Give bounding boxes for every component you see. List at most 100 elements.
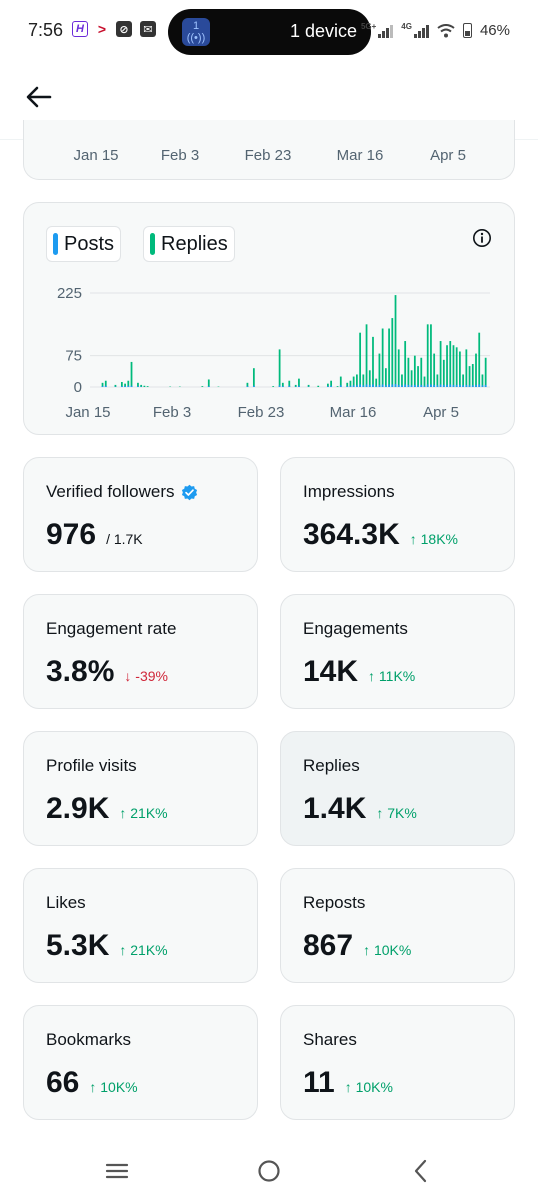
replies-bar: [475, 353, 477, 387]
posts-bar: [430, 384, 432, 387]
legend-posts[interactable]: Posts: [46, 226, 122, 262]
posts-bar: [130, 385, 133, 387]
posts-bar: [433, 384, 436, 387]
system-icons: 5G+ 4G 46%: [361, 22, 510, 39]
replies-bar: [481, 374, 484, 387]
replies-bar: [298, 378, 300, 387]
stat-value-row: 66 ↑ 10K%: [46, 1066, 138, 1100]
stat-card-reposts[interactable]: Reposts 867 ↑ 10K%: [280, 868, 515, 983]
posts-bar: [327, 386, 329, 387]
stat-card-engagement-rate[interactable]: Engagement rate 3.8% ↓ -39%: [23, 594, 258, 709]
stat-card-engagements[interactable]: Engagements 14K ↑ 11K%: [280, 594, 515, 709]
replies-bar: [120, 381, 123, 387]
replies-bar: [137, 382, 139, 387]
info-icon[interactable]: [472, 228, 492, 248]
stat-delta: ↑ 10K%: [344, 1079, 393, 1095]
posts-bar: [378, 384, 381, 387]
battery-percent: 46%: [479, 22, 510, 39]
stat-card-shares[interactable]: Shares 11 ↑ 10K%: [280, 1005, 515, 1120]
posts-bar: [120, 386, 123, 387]
replies-bar: [346, 382, 349, 387]
posts-bar: [278, 385, 281, 387]
stat-delta: ↑ 10K%: [89, 1079, 138, 1095]
replies-bar: [410, 370, 413, 387]
live-activity-pill[interactable]: 1 ((•)) 1 device: [168, 9, 371, 55]
posts-bar: [465, 384, 468, 387]
replies-bar: [339, 376, 342, 387]
stat-label-text: Replies: [303, 756, 360, 775]
stat-card-likes[interactable]: Likes 5.3K ↑ 21K%: [23, 868, 258, 983]
home-icon[interactable]: [256, 1158, 282, 1184]
stat-value-row: 3.8% ↓ -39%: [46, 655, 168, 689]
replies-bar: [404, 341, 407, 387]
stat-card-replies[interactable]: Replies 1.4K ↑ 7K%: [280, 731, 515, 846]
replies-bar: [449, 341, 452, 387]
stat-card-verified-followers[interactable]: Verified followers 976 / 1.7K: [23, 457, 258, 572]
posts-bar: [446, 384, 448, 387]
posts-bar: [288, 385, 291, 387]
stat-total: / 1.7K: [106, 531, 143, 547]
posts-bar: [468, 385, 471, 387]
stat-value-row: 5.3K ↑ 21K%: [46, 929, 168, 963]
x-tick-label: Feb 3: [153, 404, 191, 421]
recent-apps-icon[interactable]: [104, 1158, 130, 1184]
stat-value: 364.3K: [303, 518, 400, 551]
posts-bar: [407, 384, 410, 387]
posts-bar: [413, 384, 416, 387]
stat-delta: ↑ 11K%: [368, 668, 416, 684]
posts-bar: [397, 384, 400, 387]
replies-bar: [372, 336, 374, 387]
replies-bar: [442, 359, 445, 387]
replies-bar: [471, 364, 474, 387]
replies-bar: [288, 380, 291, 387]
replies-bar: [352, 376, 355, 387]
stat-value-row: 1.4K ↑ 7K%: [303, 792, 417, 826]
replies-bar: [140, 384, 143, 387]
replies-bar: [391, 318, 394, 387]
y-tick-label: 75: [65, 348, 82, 365]
x-tick-label: Feb 23: [238, 404, 285, 421]
wifi-icon: [437, 23, 455, 37]
posts-bar: [124, 386, 126, 387]
replies-bar: [207, 379, 210, 387]
posts-bar: [330, 385, 333, 387]
legend-replies[interactable]: Replies: [143, 226, 235, 262]
stat-label: Verified followers: [46, 482, 198, 502]
replies-bar: [362, 374, 365, 387]
stat-label: Impressions: [303, 482, 395, 502]
replies-bar: [459, 351, 461, 387]
posts-bar: [137, 386, 139, 387]
stat-card-profile-visits[interactable]: Profile visits 2.9K ↑ 21K%: [23, 731, 258, 846]
stat-label-text: Profile visits: [46, 756, 137, 775]
stat-card-impressions[interactable]: Impressions 364.3K ↑ 18K%: [280, 457, 515, 572]
stat-label-text: Bookmarks: [46, 1030, 132, 1049]
replies-bar: [365, 324, 368, 387]
stat-label-text: Verified followers: [46, 482, 175, 501]
posts-bar: [281, 386, 284, 387]
signal-icon-2: [413, 24, 429, 38]
arrow-left-icon[interactable]: [24, 82, 54, 112]
posts-bar: [391, 384, 394, 387]
replies-bar: [452, 345, 455, 387]
back-chevron-icon[interactable]: [408, 1158, 434, 1184]
stat-delta: ↑ 7K%: [376, 805, 417, 821]
stat-value-row: 11 ↑ 10K%: [303, 1066, 393, 1100]
replies-bar: [384, 368, 387, 387]
replies-bar: [484, 357, 487, 387]
replies-bar: [465, 349, 468, 387]
replies-bar: [378, 353, 381, 387]
replies-bar: [130, 361, 133, 387]
stat-label-text: Impressions: [303, 482, 395, 501]
stat-card-bookmarks[interactable]: Bookmarks 66 ↑ 10K%: [23, 1005, 258, 1120]
posts-bar: [475, 384, 477, 387]
replies-bar: [446, 345, 448, 387]
replies-bar: [281, 382, 284, 387]
replies-bar: [433, 353, 436, 387]
replies-bar: [407, 357, 410, 387]
stat-delta: ↑ 18K%: [409, 531, 458, 547]
posts-bar: [346, 386, 349, 387]
legend-swatch: [150, 233, 155, 255]
posts-bar: [356, 385, 358, 387]
replies-bar: [455, 347, 458, 387]
posts-bar: [455, 384, 458, 387]
